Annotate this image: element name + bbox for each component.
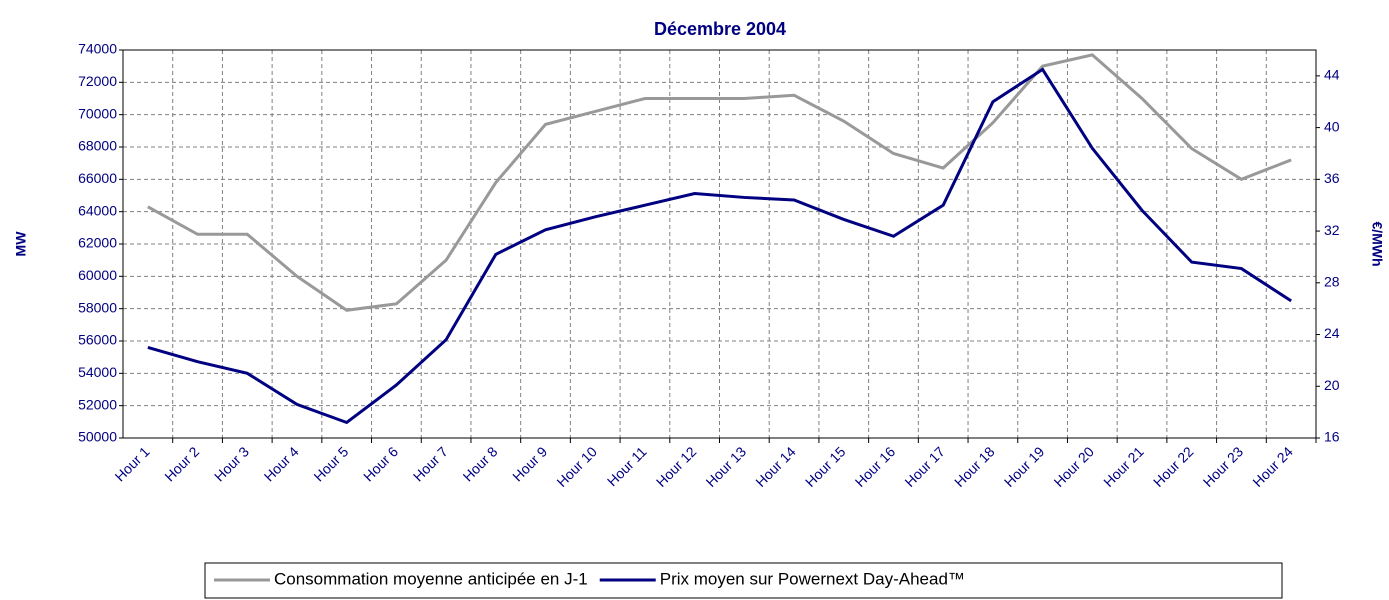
x-tick-label: Hour 20 bbox=[1051, 443, 1098, 490]
y-tick-label: 72000 bbox=[78, 73, 117, 89]
x-tick-label: Hour 1 bbox=[112, 443, 153, 484]
y2-tick-label: 40 bbox=[1324, 118, 1340, 134]
x-tick-label: Hour 12 bbox=[653, 443, 700, 490]
x-tick-label: Hour 2 bbox=[161, 443, 202, 484]
x-tick-label: Hour 19 bbox=[1001, 443, 1048, 490]
y2-tick-label: 16 bbox=[1324, 429, 1340, 445]
x-tick-label: Hour 7 bbox=[410, 443, 451, 484]
y-tick-label: 64000 bbox=[78, 202, 117, 218]
y-tick-label: 50000 bbox=[78, 429, 117, 445]
x-tick-label: Hour 9 bbox=[509, 443, 550, 484]
y2-tick-label: 24 bbox=[1324, 325, 1340, 341]
y2-tick-label: 44 bbox=[1324, 67, 1340, 83]
y-tick-label: 54000 bbox=[78, 364, 117, 380]
x-tick-label: Hour 13 bbox=[703, 443, 750, 490]
x-tick-label: Hour 23 bbox=[1200, 443, 1247, 490]
x-tick-label: Hour 6 bbox=[360, 443, 401, 484]
y-tick-label: 74000 bbox=[78, 41, 117, 57]
x-tick-label: Hour 18 bbox=[951, 443, 998, 490]
y2-tick-label: 32 bbox=[1324, 222, 1340, 238]
legend-box bbox=[204, 562, 1283, 599]
y-tick-label: 68000 bbox=[78, 138, 117, 154]
x-tick-label: Hour 5 bbox=[310, 443, 351, 484]
legend-label: Consommation moyenne anticipée en J-1 bbox=[274, 569, 588, 588]
x-tick-label: Hour 21 bbox=[1100, 443, 1147, 490]
x-tick-label: Hour 3 bbox=[211, 443, 252, 484]
y-axis-label: MW bbox=[13, 231, 29, 257]
x-tick-label: Hour 4 bbox=[261, 443, 302, 484]
legend-label: Prix moyen sur Powernext Day-Ahead™ bbox=[660, 569, 965, 588]
x-tick-label: Hour 17 bbox=[901, 443, 948, 490]
series-line bbox=[147, 67, 1292, 425]
y2-axis-label: €/MWh bbox=[1369, 221, 1385, 266]
x-tick-label: Hour 16 bbox=[852, 443, 899, 490]
x-tick-label: Hour 22 bbox=[1150, 443, 1197, 490]
y-tick-label: 60000 bbox=[78, 267, 117, 283]
y2-tick-label: 28 bbox=[1324, 274, 1340, 290]
y-tick-label: 56000 bbox=[78, 332, 117, 348]
y-tick-label: 70000 bbox=[78, 105, 117, 121]
y2-tick-label: 36 bbox=[1324, 170, 1340, 186]
x-tick-label: Hour 14 bbox=[752, 443, 799, 490]
series-line bbox=[147, 53, 1292, 312]
x-tick-label: Hour 8 bbox=[460, 443, 501, 484]
chart-title: Décembre 2004 bbox=[654, 19, 786, 39]
y-tick-label: 58000 bbox=[78, 299, 117, 315]
y2-tick-label: 20 bbox=[1324, 377, 1340, 393]
x-tick-label: Hour 10 bbox=[553, 443, 600, 490]
x-tick-label: Hour 11 bbox=[604, 443, 650, 489]
y-tick-label: 66000 bbox=[78, 170, 117, 186]
y-tick-label: 62000 bbox=[78, 235, 117, 251]
y-tick-label: 52000 bbox=[78, 396, 117, 412]
x-tick-label: Hour 24 bbox=[1249, 443, 1296, 490]
x-tick-label: Hour 15 bbox=[802, 443, 849, 490]
